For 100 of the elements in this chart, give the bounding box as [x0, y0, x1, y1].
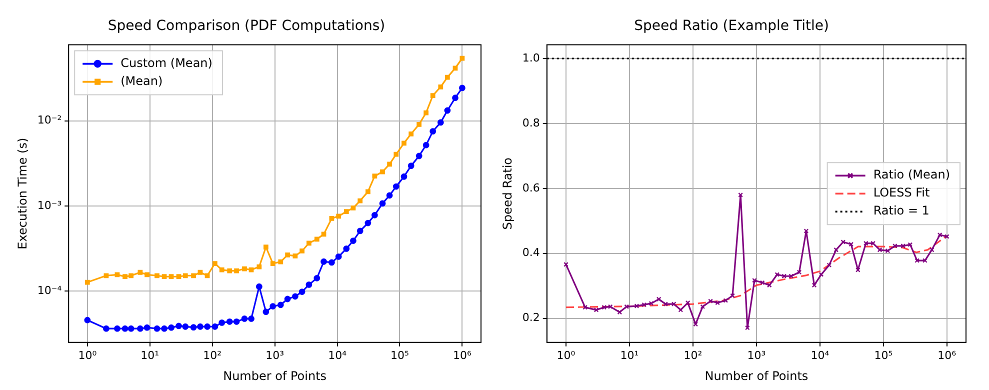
y-tick-label: 1.0	[522, 51, 540, 64]
point	[715, 300, 720, 306]
point	[416, 122, 422, 127]
point	[929, 247, 934, 252]
point	[437, 119, 444, 126]
y-axis-title: Execution Time (s)	[15, 138, 30, 250]
point	[430, 93, 436, 98]
point	[908, 242, 913, 248]
point	[197, 323, 204, 330]
x-tick-label: 10⁵	[390, 348, 409, 362]
point	[937, 232, 942, 238]
point	[738, 192, 743, 198]
point	[343, 245, 350, 252]
point	[834, 247, 839, 252]
point	[444, 74, 450, 80]
point	[444, 107, 451, 114]
legend-label: (Mean)	[120, 74, 163, 88]
point	[730, 293, 735, 298]
point	[219, 267, 224, 272]
point	[723, 298, 728, 303]
x-tick-label: 10⁶	[452, 348, 472, 362]
point	[321, 232, 326, 237]
legend-label: Custom (Mean)	[120, 56, 212, 70]
x-tick-label: 10³	[266, 348, 284, 362]
point	[708, 298, 713, 304]
point	[306, 281, 312, 288]
point	[685, 300, 690, 306]
point	[176, 274, 182, 280]
chart-title: Speed Ratio (Example Title)	[634, 18, 829, 34]
point	[400, 173, 408, 180]
point	[408, 131, 414, 136]
point	[161, 325, 168, 332]
point	[154, 273, 160, 278]
point	[256, 264, 262, 270]
x-tick-label: 10⁴	[328, 348, 348, 362]
point	[863, 240, 868, 246]
y-tick-label: 0.6	[522, 181, 540, 194]
point	[263, 244, 268, 250]
point	[212, 323, 218, 330]
y-tick-label: 10⁻²	[37, 114, 62, 127]
point	[234, 268, 239, 274]
point	[387, 162, 392, 167]
y-tick-label: 10⁻⁴	[37, 284, 62, 297]
point	[300, 248, 304, 254]
point	[812, 282, 817, 288]
x-tick-label: 10⁰	[78, 348, 98, 362]
point	[182, 323, 189, 330]
legend-label: Ratio (Mean)	[873, 168, 950, 182]
y-tick-label: 10⁻³	[37, 198, 62, 212]
point	[766, 282, 772, 288]
point	[700, 304, 706, 310]
y-tick-label: 0.4	[522, 246, 540, 260]
point	[856, 268, 860, 272]
point	[329, 216, 334, 221]
point	[256, 283, 262, 290]
point	[372, 174, 378, 179]
y-tick-label: 0.2	[522, 311, 540, 324]
point	[744, 325, 750, 330]
point	[350, 238, 356, 244]
point	[452, 66, 458, 71]
point	[782, 274, 787, 279]
point	[233, 318, 240, 325]
point	[788, 274, 794, 279]
point	[402, 140, 406, 146]
point	[204, 273, 210, 278]
point	[248, 316, 254, 322]
point	[870, 240, 876, 246]
point	[292, 253, 298, 258]
point	[877, 247, 882, 252]
x-tick-label: 10⁵	[874, 348, 893, 362]
point	[408, 162, 414, 170]
point	[460, 56, 465, 61]
y-tick-label: 0.8	[522, 116, 540, 130]
point	[663, 302, 668, 306]
point	[270, 303, 276, 310]
point	[212, 261, 218, 266]
point	[796, 270, 802, 275]
x-tick-label: 10¹	[140, 348, 160, 362]
point	[270, 261, 276, 266]
point	[760, 280, 765, 286]
legend-label: Ratio = 1	[873, 204, 930, 218]
point	[424, 110, 429, 116]
point	[248, 267, 254, 272]
point	[358, 198, 363, 204]
point	[386, 192, 393, 199]
point	[356, 228, 364, 234]
x-tick-label: 10³	[747, 348, 766, 362]
point	[648, 300, 654, 306]
chart-title: Speed Comparison (PDF Computations)	[108, 18, 386, 34]
point	[262, 308, 270, 316]
x-tick-label: 10²	[684, 348, 702, 362]
point	[364, 220, 372, 226]
point	[277, 302, 284, 308]
point	[380, 169, 385, 174]
point	[693, 322, 698, 327]
point	[914, 258, 920, 263]
x-tick-label: 10⁶	[938, 348, 957, 362]
point	[328, 259, 335, 266]
point	[190, 324, 197, 331]
point	[298, 288, 306, 295]
